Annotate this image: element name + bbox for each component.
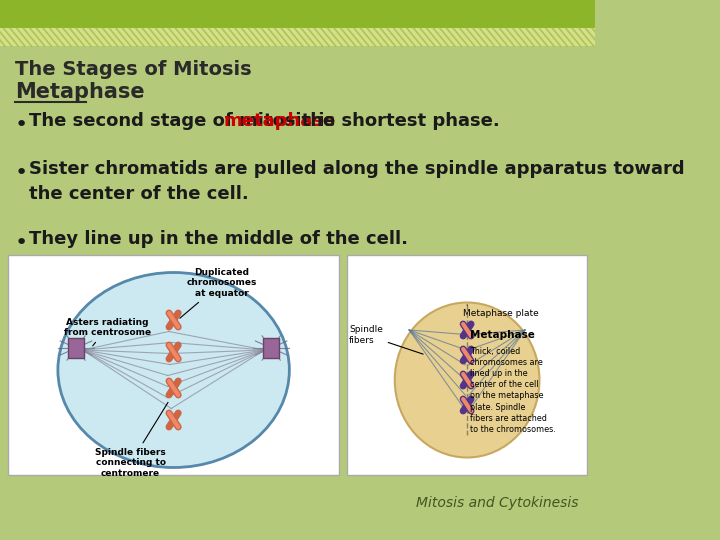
Text: •: • (15, 233, 28, 253)
Text: Spindle fibers
connecting to
centromere: Spindle fibers connecting to centromere (95, 402, 168, 478)
FancyBboxPatch shape (68, 338, 84, 358)
Text: Sister chromatids are pulled along the spindle apparatus toward
the center of th: Sister chromatids are pulled along the s… (29, 160, 685, 203)
FancyBboxPatch shape (0, 46, 595, 540)
Text: Metaphase: Metaphase (469, 330, 534, 340)
Ellipse shape (395, 302, 539, 457)
FancyBboxPatch shape (263, 338, 279, 358)
Text: Metaphase plate: Metaphase plate (463, 305, 539, 318)
Text: •: • (15, 163, 28, 183)
Text: – the shortest phase.: – the shortest phase. (280, 112, 500, 130)
Ellipse shape (58, 273, 289, 468)
FancyBboxPatch shape (0, 0, 595, 28)
FancyBboxPatch shape (8, 255, 339, 475)
FancyBboxPatch shape (0, 28, 595, 46)
Text: Metaphase: Metaphase (15, 82, 145, 102)
Text: Thick, coiled
chromosomes are
lined up in the
center of the cell
on the metaphas: Thick, coiled chromosomes are lined up i… (469, 347, 555, 434)
Text: Mitosis and Cytokinesis: Mitosis and Cytokinesis (416, 496, 579, 510)
Text: Duplicated
chromosomes
at equator: Duplicated chromosomes at equator (180, 268, 257, 318)
Text: •: • (15, 115, 28, 135)
Text: The second stage of mitosis is: The second stage of mitosis is (29, 112, 341, 130)
Text: Spindle
fibers: Spindle fibers (349, 325, 423, 354)
Text: Asters radiating
from centrosome: Asters radiating from centrosome (64, 318, 151, 346)
Text: They line up in the middle of the cell.: They line up in the middle of the cell. (29, 230, 408, 248)
Text: metaphase: metaphase (224, 112, 336, 130)
FancyBboxPatch shape (347, 255, 587, 475)
Text: The Stages of Mitosis: The Stages of Mitosis (15, 60, 251, 79)
